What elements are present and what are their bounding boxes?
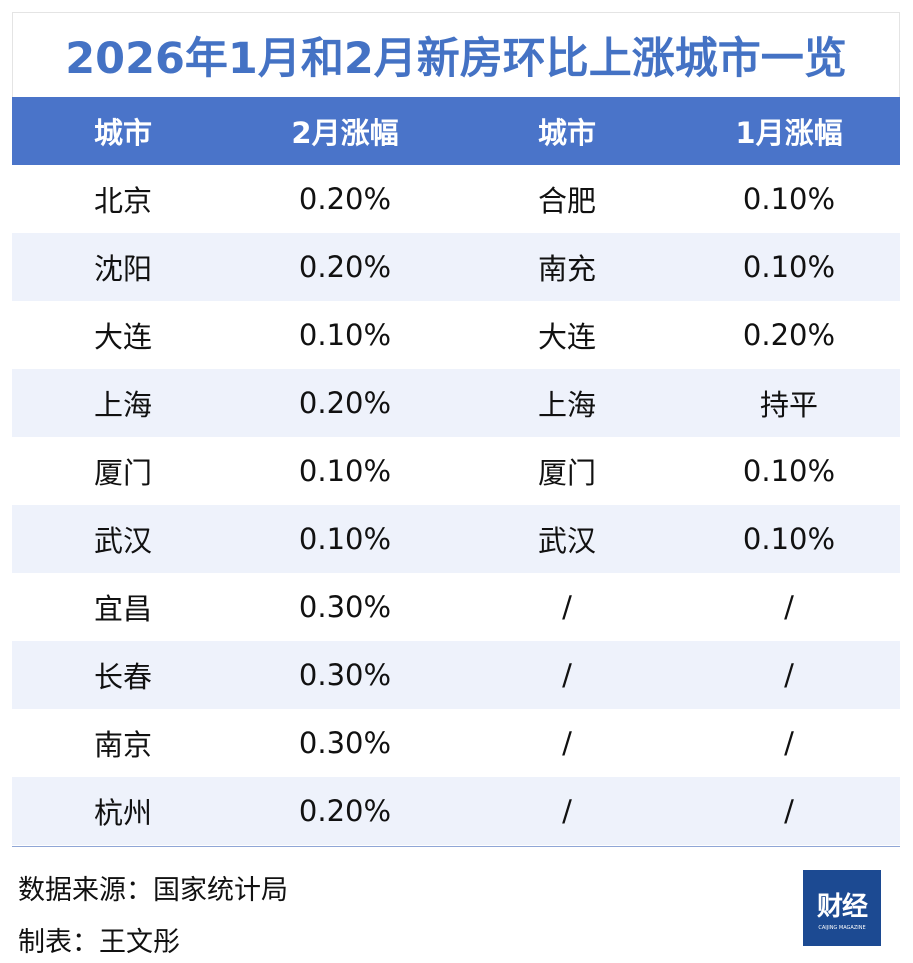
header-feb-change: 2月涨幅 (234, 97, 456, 165)
caijing-logo: 财经 CAIJING MAGAZINE (803, 870, 881, 946)
city-cell: 沈阳 (12, 233, 234, 301)
city-cell: 上海 (456, 369, 678, 437)
feb-change-cell: 0.20% (234, 369, 456, 437)
city-cell: 大连 (537, 320, 596, 354)
table-row: 上海 0.20% 上海 持平 (12, 369, 900, 437)
jan-change-cell: / (678, 777, 900, 845)
table-row: 宜昌 0.30% / / (12, 573, 900, 641)
feb-change-cell: 0.20% (234, 233, 456, 301)
city-cell: 杭州 (12, 777, 234, 845)
feb-change-cell: 0.10% (298, 318, 392, 352)
table-row: 长春 0.30% / / (12, 641, 900, 709)
city-cell: / (456, 777, 678, 845)
city-cell: 武汉 (456, 505, 678, 573)
author-note: 制表：王文彤 (18, 927, 180, 958)
table-row: 厦门 0.10% 厦门 0.10% (12, 437, 900, 505)
table-row: 杭州 0.20% / / (12, 777, 900, 845)
page-title: 2026年1月和2月新房环比上涨城市一览 (12, 12, 900, 97)
feb-change-cell: 0.20% (298, 182, 392, 216)
feb-change-cell: 0.30% (298, 590, 392, 624)
table-row: 南京 0.30% / / (12, 709, 900, 777)
data-table: 城市 2月涨幅 城市 1月涨幅 北京 0.20% 合肥 0.10% 沈阳 0.20% 南充 0… (12, 97, 900, 845)
city-cell: 厦门 (537, 456, 596, 490)
header-jan-change: 1月涨幅 (678, 97, 900, 165)
feb-change-cell: 0.20% (234, 777, 456, 845)
city-cell: 武汉 (12, 505, 234, 573)
jan-change-cell: 持平 (678, 369, 900, 437)
city-cell: 长春 (12, 641, 234, 709)
city-cell: 宜昌 (93, 592, 152, 626)
jan-change-cell: 0.10% (678, 233, 900, 301)
table-row: 武汉 0.10% 武汉 0.10% (12, 505, 900, 573)
city-cell: / (562, 726, 572, 760)
header-city: 城市 (456, 97, 678, 165)
logo-sub: CAIJING MAGAZINE (818, 924, 866, 931)
city-cell: 南京 (93, 728, 152, 762)
city-cell: 大连 (93, 320, 152, 354)
jan-change-cell: / (784, 726, 794, 760)
table-row: 北京 0.20% 合肥 0.10% (12, 165, 900, 233)
jan-change-cell: / (784, 590, 794, 624)
header-city: 城市 (12, 97, 234, 165)
city-cell: 上海 (12, 369, 234, 437)
table-row: 大连 0.10% 大连 0.20% (12, 301, 900, 369)
city-cell: / (562, 590, 572, 624)
divider (12, 846, 900, 847)
logo-main: 财经 (816, 891, 868, 922)
city-cell: 厦门 (93, 456, 152, 490)
feb-change-cell: 0.30% (298, 726, 392, 760)
jan-change-cell: 0.20% (742, 318, 836, 352)
city-cell: 合肥 (537, 184, 596, 218)
source-note: 数据来源：国家统计局 (18, 875, 288, 906)
jan-change-cell: 0.10% (742, 182, 836, 216)
jan-change-cell: 0.10% (742, 454, 836, 488)
table-row: 沈阳 0.20% 南充 0.10% (12, 233, 900, 301)
city-cell: 南充 (456, 233, 678, 301)
feb-change-cell: 0.10% (298, 454, 392, 488)
table-header: 城市 2月涨幅 城市 1月涨幅 (12, 97, 900, 165)
city-cell: / (456, 641, 678, 709)
city-cell: 北京 (93, 184, 152, 218)
feb-change-cell: 0.10% (234, 505, 456, 573)
jan-change-cell: / (678, 641, 900, 709)
jan-change-cell: 0.10% (678, 505, 900, 573)
feb-change-cell: 0.30% (234, 641, 456, 709)
